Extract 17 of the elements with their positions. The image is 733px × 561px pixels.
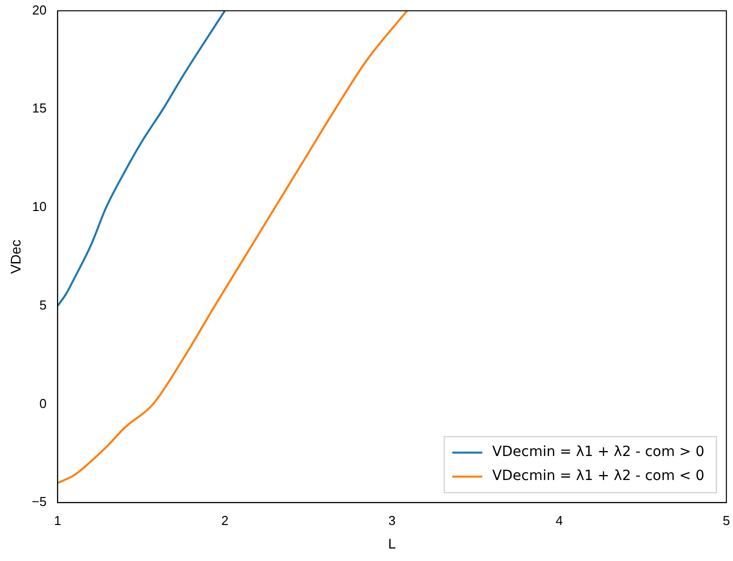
y-tick-label: 0: [39, 396, 47, 411]
y-tick-label: 10: [32, 199, 47, 214]
y-tick-label: 5: [39, 297, 47, 312]
x-tick-label: 2: [221, 512, 228, 528]
x-tick-label: 4: [556, 512, 563, 528]
x-tick-label: 5: [722, 512, 730, 528]
legend-label: VDecmin = λ1 + λ2 - com < 0: [492, 468, 704, 484]
y-tick-label: 15: [32, 100, 47, 116]
x-axis-title: L: [388, 535, 396, 552]
line-series: [58, 10, 226, 307]
x-tick-label: 3: [388, 512, 396, 528]
y-axis-title: VDec: [7, 240, 24, 274]
y-tick-label: 20: [32, 2, 47, 18]
line-series: [58, 10, 408, 484]
y-tick-label: −5: [32, 494, 47, 510]
legend-label: VDecmin = λ1 + λ2 - com > 0: [492, 444, 704, 460]
x-tick-label: 1: [54, 512, 62, 528]
